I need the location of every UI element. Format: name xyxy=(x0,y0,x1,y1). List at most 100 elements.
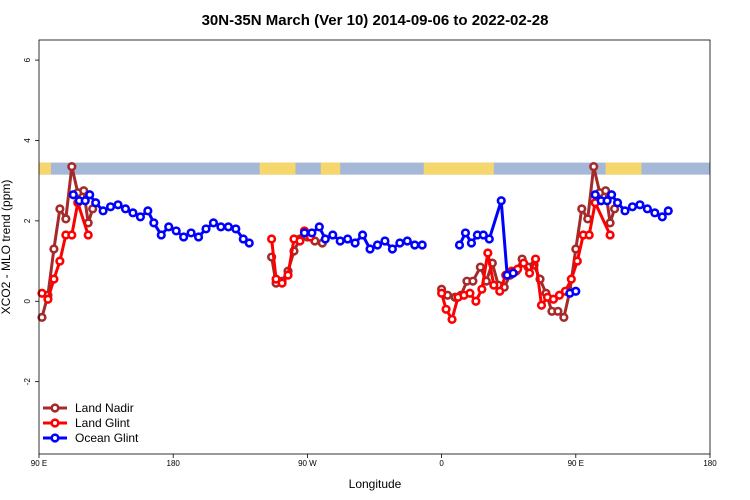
data-point xyxy=(156,230,166,240)
data-point xyxy=(663,206,673,216)
data-point xyxy=(635,200,645,210)
data-point xyxy=(495,286,505,296)
data-point xyxy=(402,236,412,246)
data-point xyxy=(171,226,181,236)
data-point xyxy=(67,230,77,240)
data-point xyxy=(98,206,108,216)
x-tick-label: 90 E xyxy=(568,459,584,468)
data-point xyxy=(584,230,594,240)
data-point xyxy=(179,232,189,242)
legend-item-ocean_glint: Ocean Glint xyxy=(43,431,139,445)
data-point xyxy=(475,262,485,272)
data-point xyxy=(85,190,95,200)
y-axis-label: XCO2 - MLO trend (ppm) xyxy=(0,180,13,315)
land-ocean-band xyxy=(39,162,710,175)
y-tick-label: 6 xyxy=(23,57,32,62)
data-point xyxy=(524,268,535,278)
data-point xyxy=(43,294,53,304)
ocean-band xyxy=(39,162,710,175)
series-ocean_glint xyxy=(68,190,673,298)
data-point xyxy=(223,222,233,232)
data-point xyxy=(387,244,397,254)
data-point xyxy=(164,222,174,232)
data-point xyxy=(559,312,569,322)
data-point xyxy=(627,202,638,212)
legend-swatch-marker xyxy=(50,418,60,428)
legend-swatch-marker xyxy=(50,433,60,443)
data-point xyxy=(489,280,499,290)
data-point xyxy=(483,248,493,258)
data-point xyxy=(553,306,563,316)
data-point xyxy=(620,206,630,216)
data-point xyxy=(267,234,277,244)
data-point xyxy=(466,238,477,248)
data-point xyxy=(365,244,375,254)
data-point xyxy=(496,196,506,206)
legend-label: Land Glint xyxy=(75,416,130,430)
land-band-segment xyxy=(320,162,341,175)
data-point xyxy=(589,162,599,172)
data-point xyxy=(149,218,159,228)
data-point xyxy=(231,224,241,234)
chart-title: 30N-35N March (Ver 10) 2014-09-06 to 202… xyxy=(202,12,549,29)
legend-label: Land Nadir xyxy=(75,401,134,415)
data-point xyxy=(571,286,581,296)
data-point xyxy=(530,254,541,264)
data-point xyxy=(201,224,211,234)
data-point xyxy=(602,196,612,206)
y-tick-label: 2 xyxy=(23,218,32,223)
data-point xyxy=(417,240,427,250)
legend-swatch-marker xyxy=(50,403,60,413)
x-tick-label: 90 W xyxy=(298,459,317,468)
data-point xyxy=(128,208,138,218)
data-point xyxy=(83,230,93,240)
data-point xyxy=(460,228,471,238)
data-point xyxy=(601,186,611,196)
data-point xyxy=(61,214,71,224)
x-tick-label: 0 xyxy=(439,459,444,468)
data-point xyxy=(283,270,293,280)
legend-item-land_nadir: Land Nadir xyxy=(43,401,134,415)
data-point xyxy=(454,240,465,250)
data-point xyxy=(320,234,330,244)
data-point xyxy=(650,208,660,218)
data-point xyxy=(216,222,226,232)
land-band-segment xyxy=(39,162,51,175)
data-point xyxy=(55,256,65,266)
data-point xyxy=(68,190,78,200)
data-point xyxy=(49,244,59,254)
y-tick-label: 4 xyxy=(23,138,32,143)
data-point xyxy=(135,212,145,222)
data-point xyxy=(642,204,652,214)
data-point xyxy=(395,238,405,248)
data-point xyxy=(471,296,481,306)
data-point xyxy=(37,288,47,298)
data-point xyxy=(271,274,281,284)
x-axis: 90 E 180 90 W 0 90 E 180 xyxy=(31,454,717,468)
data-point xyxy=(478,230,488,240)
data-point xyxy=(113,200,123,210)
legend-item-land_glint: Land Glint xyxy=(43,416,130,430)
data-point xyxy=(343,234,353,244)
x-tick-label: 90 E xyxy=(31,459,47,468)
data-point xyxy=(49,274,59,284)
data-point xyxy=(519,258,529,268)
data-point xyxy=(380,236,390,246)
data-point xyxy=(465,288,475,298)
data-point xyxy=(186,228,196,238)
data-point xyxy=(55,204,65,214)
data-point xyxy=(477,284,487,294)
data-point xyxy=(328,230,338,240)
data-point xyxy=(238,234,248,244)
data-point xyxy=(508,268,518,278)
data-point xyxy=(307,228,317,238)
data-point xyxy=(244,238,254,248)
data-point xyxy=(566,274,576,284)
data-point xyxy=(335,236,345,246)
data-point xyxy=(484,234,494,244)
x-tick-label: 180 xyxy=(167,459,181,468)
data-point xyxy=(612,198,623,208)
data-point xyxy=(350,238,360,248)
data-point xyxy=(372,240,383,250)
data-point xyxy=(314,222,324,232)
